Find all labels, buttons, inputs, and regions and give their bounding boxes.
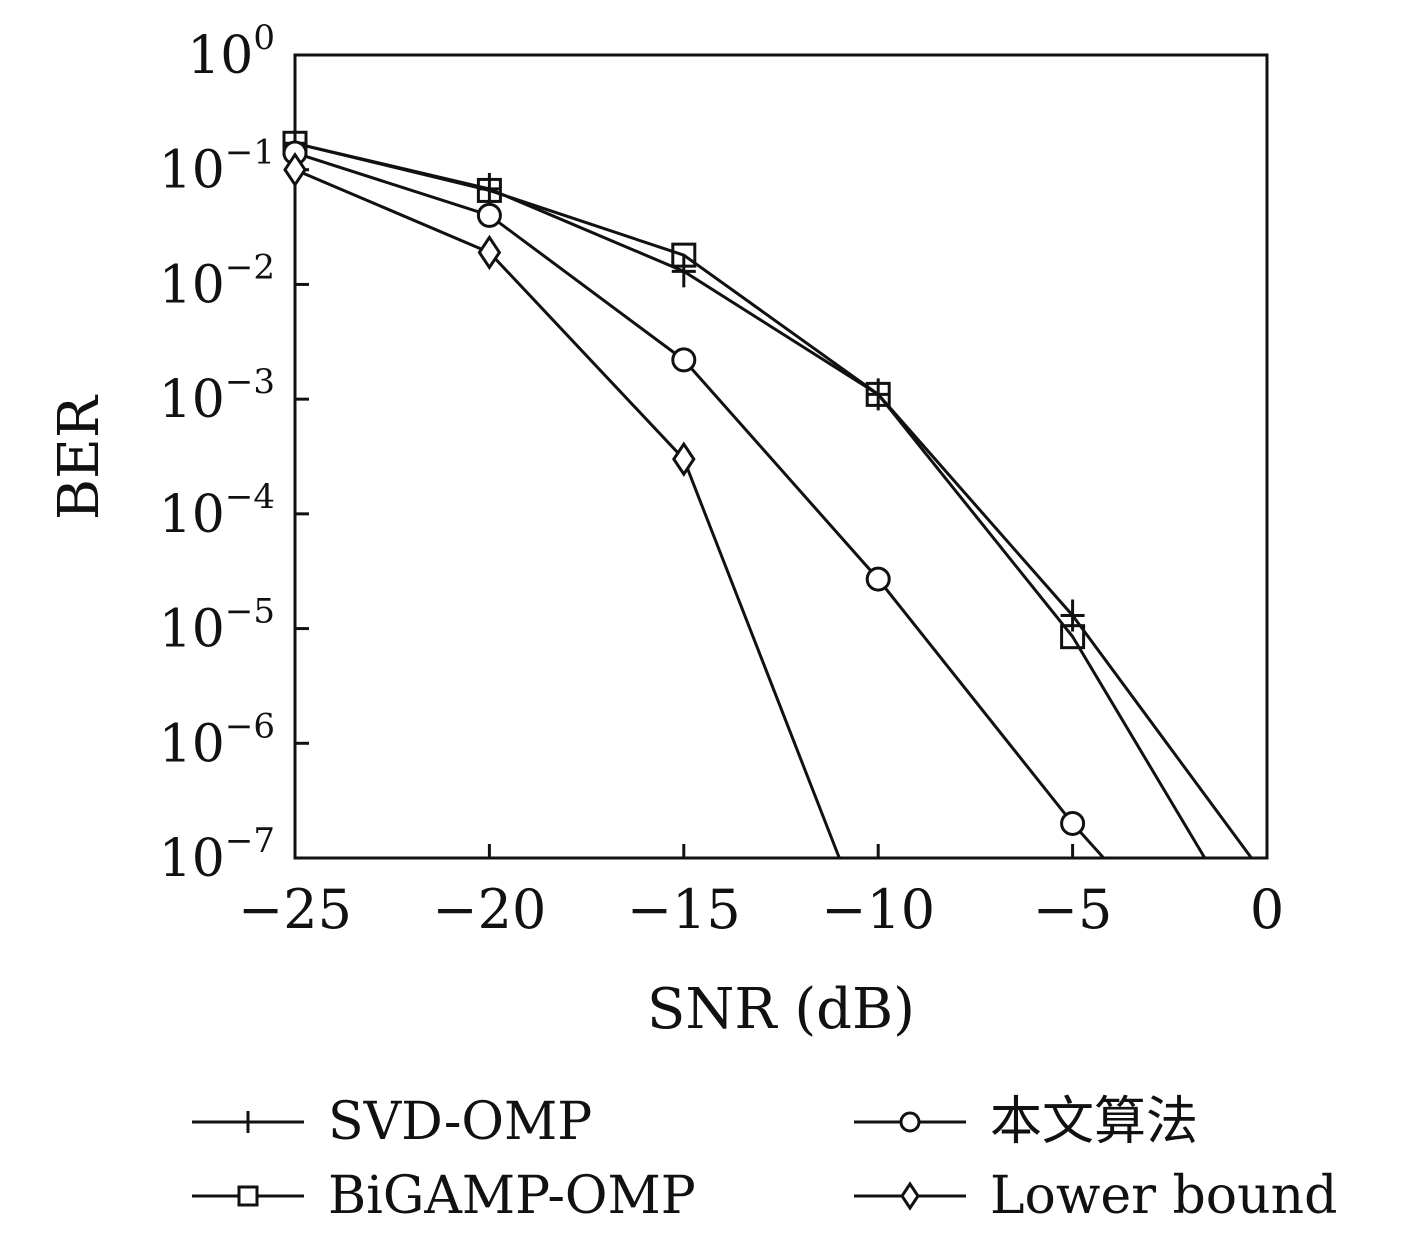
y-tick-label: 100 (187, 18, 275, 86)
legend-swatch-square (192, 1185, 304, 1207)
legend-label-bigamp-omp: BiGAMP-OMP (328, 1166, 696, 1226)
data-point-square (671, 242, 697, 268)
legend-item-lower-bound: Lower bound (852, 1166, 1337, 1226)
legend-swatch-plus (192, 1111, 304, 1133)
legend-swatch-diamond (854, 1181, 966, 1211)
x-tick-label: 0 (1250, 878, 1284, 941)
x-axis-label: SNR (dB) (647, 977, 915, 1042)
legend-label-proposed: 本文算法 (990, 1092, 1199, 1152)
data-point-square (476, 177, 502, 203)
data-point-plus (671, 255, 696, 288)
y-tick-label: 10−7 (159, 821, 275, 889)
data-point-square (865, 381, 891, 407)
y-tick-label: 10−6 (159, 706, 275, 774)
x-axis-ticks: −25 −20 −15 −10 −5 0 (238, 844, 1284, 941)
plot-area-frame (293, 53, 1269, 860)
data-point-diamond (671, 441, 696, 477)
series-line (294, 168, 841, 859)
data-point-square (1060, 624, 1086, 650)
y-tick-label: 10−2 (159, 247, 275, 315)
series-line (294, 141, 1253, 859)
y-tick-label: 10−1 (159, 133, 275, 201)
x-tick-label: −25 (238, 878, 352, 941)
legend-item-svd-omp: SVD-OMP (190, 1092, 592, 1152)
series-diamond (283, 152, 841, 859)
data-point-circle (476, 202, 502, 228)
y-axis-ticks: 100 10−1 10−2 10−3 10−4 10−5 10−6 10−7 (159, 18, 309, 889)
x-tick-label: −20 (432, 878, 546, 941)
legend-item-proposed: 本文算法 (852, 1092, 1198, 1152)
x-tick-label: −5 (1033, 878, 1113, 941)
series-circle (282, 140, 1105, 860)
data-point-diamond (283, 152, 307, 188)
x-tick-label: −15 (627, 878, 741, 941)
y-axis-label: BER (47, 394, 112, 520)
y-tick-label: 10−3 (159, 362, 275, 430)
data-point-circle (671, 347, 697, 373)
series-square (282, 130, 1207, 859)
series-line (294, 141, 1207, 859)
x-tick-label: −10 (821, 878, 935, 941)
y-tick-label: 10−4 (159, 477, 275, 545)
series-plus (283, 127, 1253, 859)
legend-label-svd-omp: SVD-OMP (328, 1092, 593, 1152)
legend-label-lower-bound: Lower bound (990, 1166, 1338, 1226)
data-point-circle (865, 566, 891, 592)
data-point-circle (1060, 810, 1086, 836)
data-point-diamond (477, 234, 502, 271)
legend-item-bigamp-omp: BiGAMP-OMP (190, 1166, 696, 1226)
series-layer (282, 127, 1253, 860)
y-tick-label: 10−5 (159, 592, 275, 660)
series-line (294, 151, 1105, 860)
legend-swatch-circle (854, 1111, 966, 1133)
